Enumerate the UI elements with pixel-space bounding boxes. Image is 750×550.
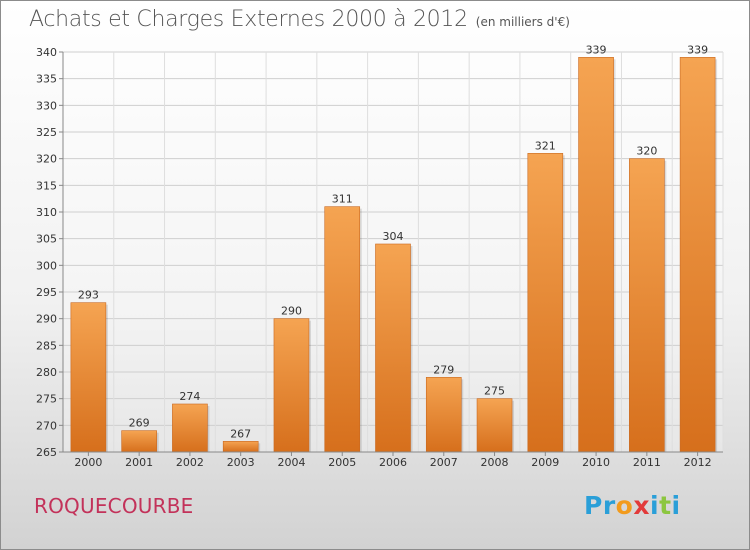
- unit-note: (en milliers d'€): [475, 15, 570, 29]
- bar-2004: [273, 318, 310, 453]
- y-tick-label: 280: [36, 366, 57, 379]
- y-tick-label: 330: [36, 99, 57, 112]
- y-tick-label: 295: [36, 286, 57, 299]
- x-tick-label-2011: 2011: [633, 456, 661, 469]
- y-tick-label: 275: [36, 393, 57, 406]
- value-label-2008: 275: [484, 385, 505, 398]
- x-tick-label-2002: 2002: [176, 456, 204, 469]
- proxiti-logo: Proxiti: [584, 491, 681, 520]
- bar-2000: [70, 302, 107, 453]
- x-tick-label-2006: 2006: [379, 456, 407, 469]
- value-label-2003: 267: [230, 427, 251, 440]
- logo-letter: i: [650, 491, 660, 520]
- x-tick-label-2004: 2004: [277, 456, 305, 469]
- x-tick-label-2010: 2010: [582, 456, 610, 469]
- x-tick-label-2008: 2008: [481, 456, 509, 469]
- bar-2005: [324, 206, 361, 453]
- bar-2008: [476, 398, 513, 453]
- x-tick-label-2012: 2012: [684, 456, 712, 469]
- logo-letter: r: [602, 491, 616, 520]
- logo-letter: t: [659, 491, 672, 520]
- x-tick-label-2009: 2009: [531, 456, 559, 469]
- bar-2007: [425, 377, 462, 453]
- value-label-2004: 290: [281, 305, 302, 318]
- chart-title: Achats et Charges Externes 2000 à 2012: [29, 7, 468, 32]
- x-tick-label-2000: 2000: [74, 456, 102, 469]
- logo-letter: o: [615, 491, 634, 520]
- bar-2001: [121, 430, 157, 453]
- bar-2002: [172, 403, 208, 453]
- y-tick-label: 320: [36, 153, 57, 166]
- bar-2012: [679, 57, 716, 453]
- bar-2011: [629, 158, 665, 453]
- y-tick-label: 305: [36, 233, 57, 246]
- x-tick-label-2003: 2003: [227, 456, 255, 469]
- value-label-2009: 321: [535, 139, 556, 152]
- y-tick-label: 310: [36, 206, 57, 219]
- y-tick-label: 315: [36, 179, 57, 192]
- commune-name: ROQUECOURBE: [34, 494, 194, 518]
- bar-2006: [375, 243, 411, 453]
- value-label-2007: 279: [433, 363, 454, 376]
- value-label-2001: 269: [129, 417, 150, 430]
- x-tick-label-2007: 2007: [430, 456, 458, 469]
- y-tick-label: 335: [36, 73, 57, 86]
- value-label-2005: 311: [332, 193, 353, 206]
- bar-2010: [578, 57, 614, 453]
- bar-2003: [222, 441, 259, 453]
- y-tick-label: 340: [36, 46, 57, 59]
- x-tick-label-2005: 2005: [328, 456, 356, 469]
- x-tick-label-2001: 2001: [125, 456, 153, 469]
- y-tick-label: 290: [36, 313, 57, 326]
- value-label-2010: 339: [586, 43, 607, 56]
- value-label-2006: 304: [383, 230, 404, 243]
- value-label-2011: 320: [636, 145, 657, 158]
- logo-letter: i: [671, 491, 681, 520]
- y-tick-label: 325: [36, 126, 57, 139]
- bar-2009: [527, 153, 564, 453]
- logo-letter: P: [584, 491, 603, 520]
- value-label-2002: 274: [179, 390, 200, 403]
- y-tick-label: 270: [36, 419, 57, 432]
- y-tick-label: 285: [36, 339, 57, 352]
- value-label-2000: 293: [78, 289, 99, 302]
- y-tick-label: 300: [36, 259, 57, 272]
- y-tick-label: 265: [36, 446, 57, 459]
- logo-letter: x: [633, 491, 650, 520]
- value-label-2012: 339: [687, 43, 708, 56]
- chart-title-block: Achats et Charges Externes 2000 à 2012 (e…: [29, 7, 570, 32]
